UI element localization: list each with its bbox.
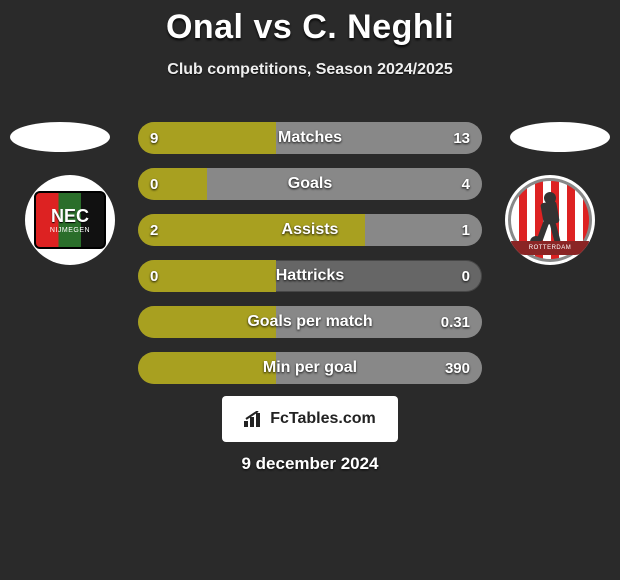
bar-value-right: 4 — [462, 168, 470, 200]
bar-value-right: 1 — [462, 214, 470, 246]
bar-value-left: 0 — [150, 168, 158, 200]
bar-value-right: 390 — [445, 352, 470, 384]
bar-label: Assists — [138, 214, 482, 246]
club-logo-right: ROTTERDAM — [505, 175, 595, 265]
brand-text: FcTables.com — [270, 410, 376, 428]
bar-label: Matches — [138, 122, 482, 154]
bar-label: Goals — [138, 168, 482, 200]
sparta-figure-icon — [530, 192, 570, 248]
bar-value-right: 0 — [462, 260, 470, 292]
bar-row: Matches9 13 — [138, 122, 482, 154]
club-logo-left: NEC NIJMEGEN — [25, 175, 115, 265]
club-left-name: NEC — [51, 206, 89, 227]
bar-value-right: 0.31 — [441, 306, 470, 338]
bar-row: Min per goal390 — [138, 352, 482, 384]
bar-row: Goals0 4 — [138, 168, 482, 200]
bar-row: Goals per match0.31 — [138, 306, 482, 338]
bar-label: Min per goal — [138, 352, 482, 384]
bar-value-left: 2 — [150, 214, 158, 246]
chart-icon — [244, 411, 264, 427]
club-right-sub: ROTTERDAM — [511, 241, 589, 255]
player-photo-right — [510, 122, 610, 152]
bar-row: Hattricks0 0 — [138, 260, 482, 292]
comparison-bars: Matches913Goals04Assists21Hattricks00Goa… — [138, 122, 482, 398]
snapshot-date: 9 december 2024 — [0, 454, 620, 474]
bar-row: Assists2 1 — [138, 214, 482, 246]
bar-value-left: 9 — [150, 122, 158, 154]
player-photo-left — [10, 122, 110, 152]
brand-badge: FcTables.com — [222, 396, 398, 442]
bar-label: Hattricks — [138, 260, 482, 292]
page-subtitle: Club competitions, Season 2024/2025 — [0, 61, 620, 79]
bar-value-left: 0 — [150, 260, 158, 292]
club-left-sub: NIJMEGEN — [50, 227, 90, 234]
page-title: Onal vs C. Neghli — [0, 0, 620, 47]
bar-value-right: 13 — [453, 122, 470, 154]
bar-label: Goals per match — [138, 306, 482, 338]
